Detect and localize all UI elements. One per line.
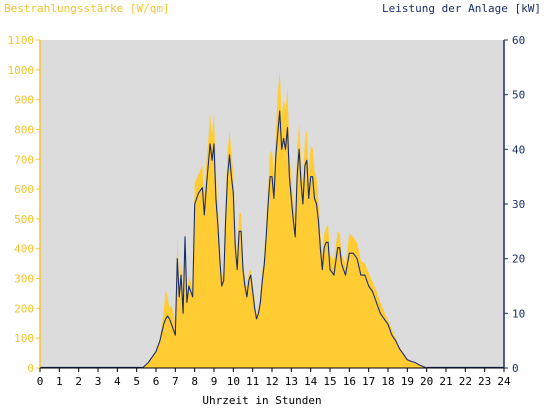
x-tick-label: 11 — [246, 375, 259, 388]
x-axis-ticks: 0 1 2 3 4 5 6 7 8 9 10 11 12 13 14 15 16 17 18 19 20 21 22 23 24 — [37, 368, 511, 388]
left-tick-label: 300 — [14, 273, 34, 286]
left-tick-label: 700 — [14, 153, 34, 166]
x-tick-label: 15 — [323, 375, 336, 388]
right-tick-label: 30 — [512, 198, 525, 211]
left-tick-label: 400 — [14, 243, 34, 256]
left-tick-label: 600 — [14, 183, 34, 196]
x-tick-label: 22 — [459, 375, 472, 388]
left-tick-label: 800 — [14, 123, 34, 136]
right-tick-label: 50 — [512, 89, 525, 102]
right-tick-label: 20 — [512, 253, 525, 266]
x-tick-label: 6 — [153, 375, 160, 388]
left-tick-label: 200 — [14, 302, 34, 315]
x-tick-label: 13 — [285, 375, 298, 388]
right-tick-label: 40 — [512, 143, 525, 156]
x-tick-label: 8 — [191, 375, 198, 388]
left-tick-label: 900 — [14, 94, 34, 107]
x-tick-label: 12 — [265, 375, 278, 388]
x-tick-label: 23 — [478, 375, 491, 388]
x-tick-label: 4 — [114, 375, 121, 388]
left-axis-ticks: 0 100 200 300 400 500 600 700 800 900 1000 1100 — [8, 34, 40, 375]
right-tick-label: 0 — [512, 362, 519, 375]
x-tick-label: 18 — [381, 375, 394, 388]
right-axis-ticks: 0 10 20 30 40 50 60 — [504, 34, 525, 375]
x-tick-label: 16 — [343, 375, 356, 388]
x-tick-label: 5 — [133, 375, 140, 388]
x-tick-label: 7 — [172, 375, 179, 388]
right-tick-label: 10 — [512, 307, 525, 320]
left-tick-label: 1000 — [8, 64, 35, 77]
x-tick-label: 19 — [401, 375, 414, 388]
left-axis-title: Bestrahlungsstärke [W/qm] — [4, 2, 170, 15]
x-tick-label: 9 — [211, 375, 218, 388]
x-tick-label: 10 — [227, 375, 240, 388]
left-tick-label: 1100 — [8, 34, 35, 47]
x-tick-label: 21 — [439, 375, 452, 388]
x-tick-label: 2 — [75, 375, 82, 388]
power-line — [142, 110, 427, 369]
right-axis-title: Leistung der Anlage [kW] — [382, 2, 541, 15]
x-tick-label: 17 — [362, 375, 375, 388]
left-tick-label: 500 — [14, 213, 34, 226]
x-tick-label: 24 — [497, 375, 511, 388]
left-tick-label: 100 — [14, 332, 34, 345]
left-tick-label: 0 — [27, 362, 34, 375]
x-tick-label: 20 — [420, 375, 433, 388]
x-axis-title: Uhrzeit in Stunden — [202, 394, 321, 407]
right-tick-label: 60 — [512, 34, 525, 47]
x-tick-label: 3 — [95, 375, 102, 388]
x-tick-label: 1 — [56, 375, 63, 388]
x-tick-label: 0 — [37, 375, 44, 388]
x-tick-label: 14 — [304, 375, 318, 388]
